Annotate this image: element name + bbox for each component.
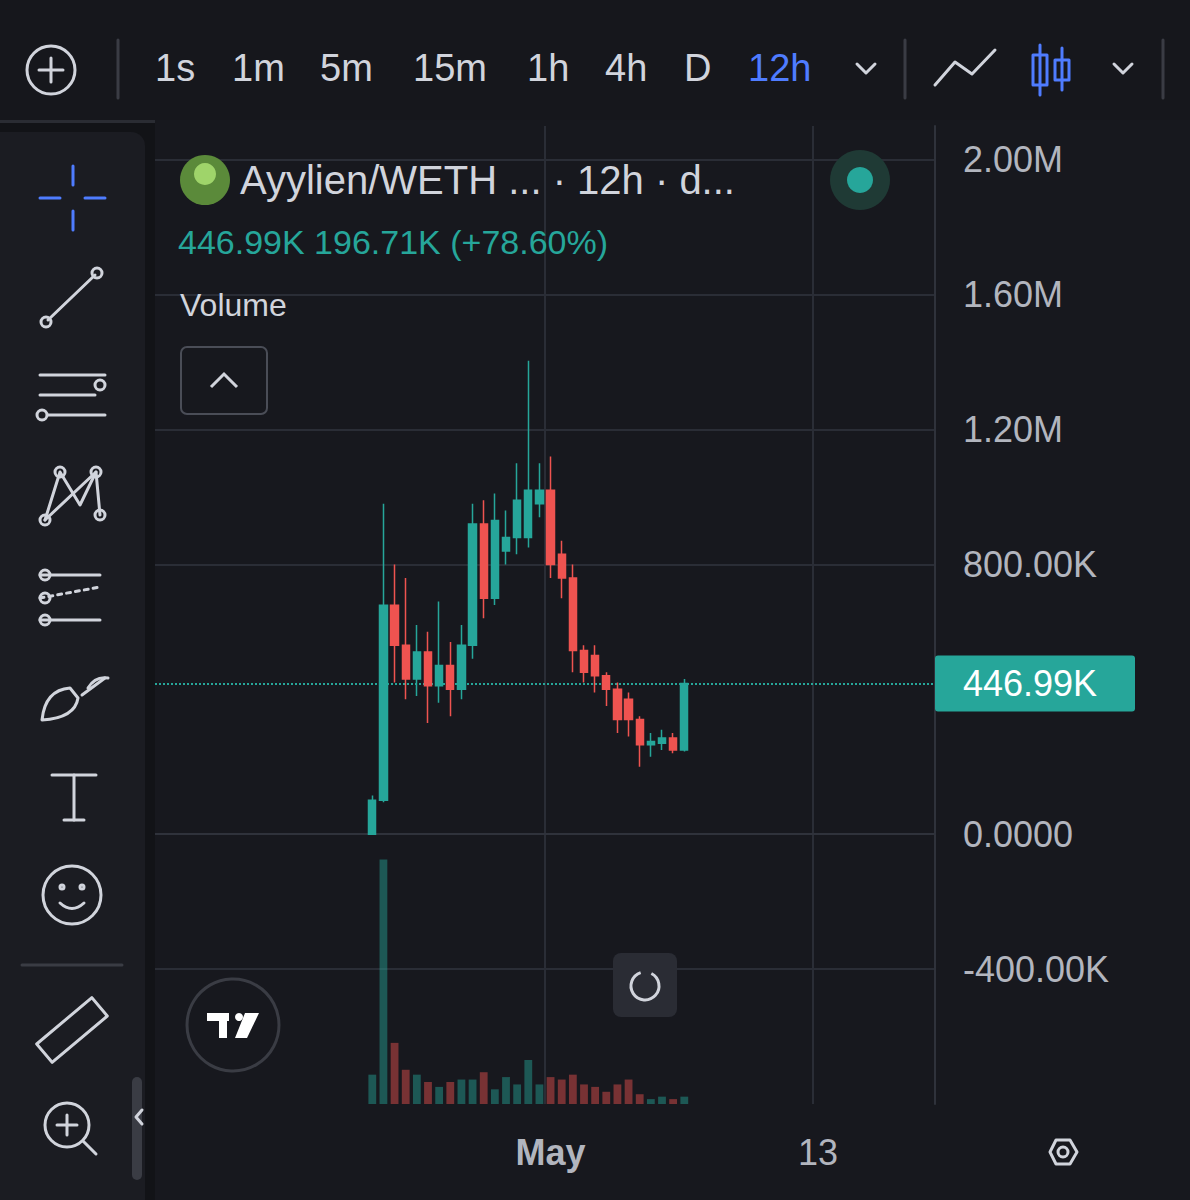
- svg-text:1.20M: 1.20M: [963, 409, 1063, 450]
- svg-text:1.60M: 1.60M: [963, 274, 1063, 315]
- html-text:1s: 1s: [155, 47, 196, 89]
- svg-text:0.0000: 0.0000: [963, 814, 1073, 855]
- html-text:12h: 12h: [748, 47, 812, 89]
- html-text:4h: 4h: [605, 47, 648, 89]
- svg-text:2.00M: 2.00M: [963, 139, 1063, 180]
- svg-text:Volume: Volume: [180, 287, 287, 323]
- svg-text:May: May: [516, 1132, 586, 1173]
- svg-text:13: 13: [798, 1132, 838, 1173]
- html-text:5m: 5m: [320, 47, 373, 89]
- html-text:1h: 1h: [527, 47, 570, 89]
- html-text:D: D: [684, 47, 712, 89]
- html-text:15m: 15m: [413, 47, 487, 89]
- svg-text:-400.00K: -400.00K: [963, 949, 1109, 990]
- svg-text:800.00K: 800.00K: [963, 544, 1097, 585]
- svg-text:Ayylien/WETH ... · 12h · d...: Ayylien/WETH ... · 12h · d...: [240, 158, 735, 202]
- html-text:1m: 1m: [232, 47, 285, 89]
- svg-text:446.99K: 446.99K: [963, 663, 1097, 704]
- svg-text:446.99K 196.71K (+78.60%): 446.99K 196.71K (+78.60%): [178, 223, 608, 261]
